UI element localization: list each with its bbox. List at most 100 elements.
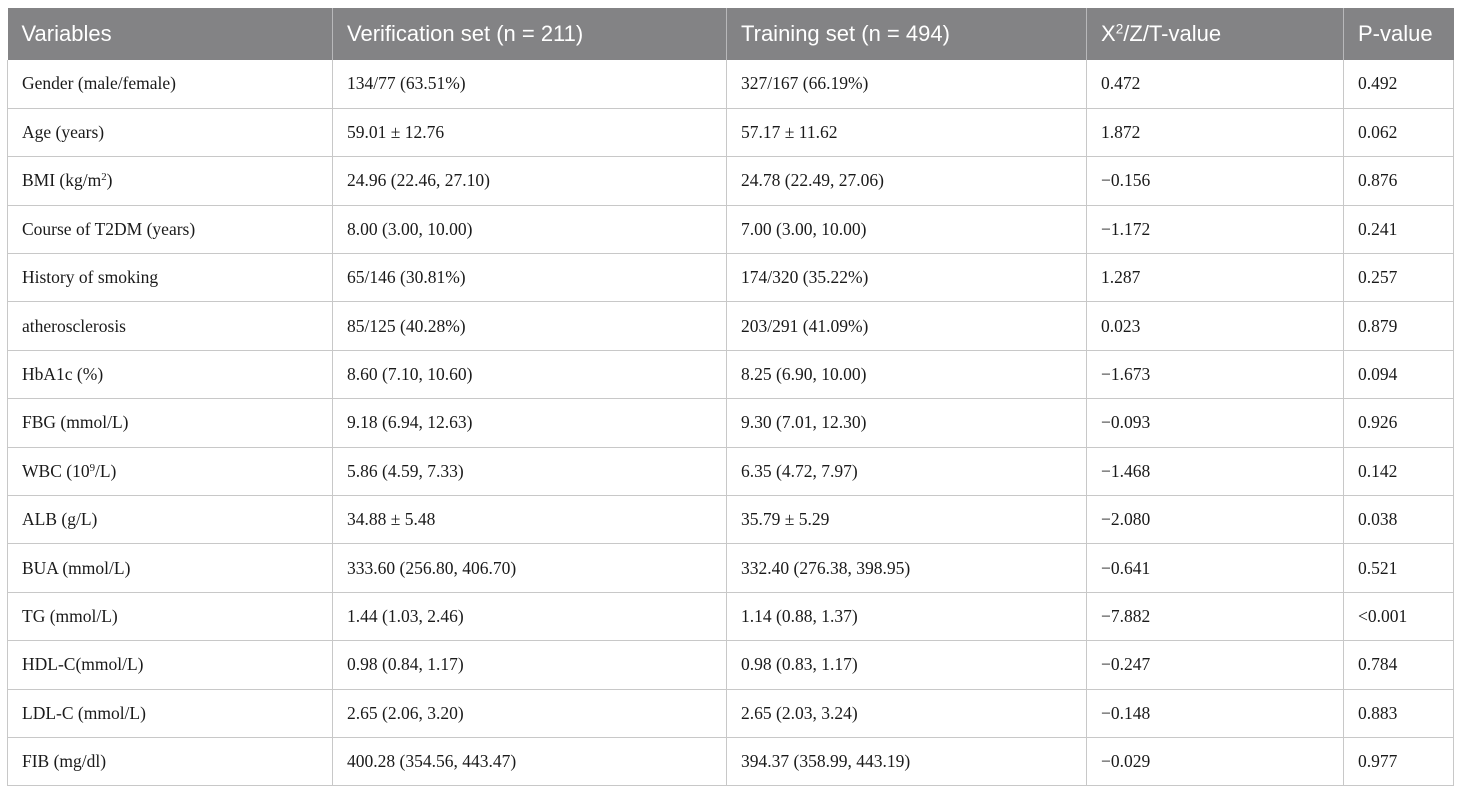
cell-variable: BUA (mmol/L) — [7, 543, 333, 593]
cell-p-value: 0.784 — [1343, 640, 1454, 690]
cell-training: 332.40 (276.38, 398.95) — [726, 543, 1087, 593]
cell-statistic: 0.472 — [1086, 60, 1344, 109]
table-row: Gender (male/female) 134/77 (63.51%) 327… — [7, 60, 1454, 109]
header-stat-superscript: 2 — [1115, 21, 1124, 37]
header-stat-rest: /Z/T-value — [1123, 21, 1222, 46]
cell-variable: HbA1c (%) — [7, 350, 333, 400]
cell-variable: History of smoking — [7, 253, 333, 303]
table-row: LDL-C (mmol/L) 2.65 (2.06, 3.20) 2.65 (2… — [7, 689, 1454, 738]
cell-statistic: 0.023 — [1086, 301, 1344, 351]
cell-training: 394.37 (358.99, 443.19) — [726, 737, 1087, 787]
cell-variable: BMI (kg/m2) — [7, 156, 333, 206]
header-training-set: Training set (n = 494) — [726, 8, 1087, 60]
cell-training: 9.30 (7.01, 12.30) — [726, 398, 1087, 448]
cell-variable: ALB (g/L) — [7, 495, 333, 545]
cell-verification: 8.60 (7.10, 10.60) — [332, 350, 727, 400]
cell-variable: TG (mmol/L) — [7, 592, 333, 642]
cell-variable: Course of T2DM (years) — [7, 205, 333, 255]
cell-verification: 0.98 (0.84, 1.17) — [332, 640, 727, 690]
cell-verification: 2.65 (2.06, 3.20) — [332, 689, 727, 738]
cell-variable: HDL-C(mmol/L) — [7, 640, 333, 690]
cell-statistic: −0.029 — [1086, 737, 1344, 787]
cell-variable-text: BMI (kg/m — [22, 170, 102, 191]
cell-statistic: −0.247 — [1086, 640, 1344, 690]
header-test-statistic: X2/Z/T-value — [1086, 8, 1344, 60]
cell-verification: 8.00 (3.00, 10.00) — [332, 205, 727, 255]
table-row: ALB (g/L) 34.88 ± 5.48 35.79 ± 5.29 −2.0… — [7, 495, 1454, 545]
table-row: BUA (mmol/L) 333.60 (256.80, 406.70) 332… — [7, 543, 1454, 593]
cell-variable: LDL-C (mmol/L) — [7, 689, 333, 738]
table-container: Variables Verification set (n = 211) Tra… — [7, 8, 1454, 787]
cell-variable-text-end: ) — [106, 170, 113, 191]
cell-training: 2.65 (2.03, 3.24) — [726, 689, 1087, 738]
cell-variable-superscript: 9 — [89, 461, 95, 474]
cell-variable-text-end: /L) — [95, 460, 117, 481]
cell-verification: 134/77 (63.51%) — [332, 60, 727, 109]
cell-p-value: 0.142 — [1343, 447, 1454, 497]
cell-training: 8.25 (6.90, 10.00) — [726, 350, 1087, 400]
cell-training: 6.35 (4.72, 7.97) — [726, 447, 1087, 497]
cell-p-value: 0.521 — [1343, 543, 1454, 593]
cell-training: 24.78 (22.49, 27.06) — [726, 156, 1087, 206]
cell-training: 203/291 (41.09%) — [726, 301, 1087, 351]
cell-p-value: 0.492 — [1343, 60, 1454, 109]
cell-variable: Age (years) — [7, 108, 333, 158]
comparison-table: Variables Verification set (n = 211) Tra… — [7, 8, 1454, 787]
cell-verification: 65/146 (30.81%) — [332, 253, 727, 303]
cell-verification: 1.44 (1.03, 2.46) — [332, 592, 727, 642]
table-row: WBC (109/L) 5.86 (4.59, 7.33) 6.35 (4.72… — [7, 447, 1454, 497]
table-row: HbA1c (%) 8.60 (7.10, 10.60) 8.25 (6.90,… — [7, 350, 1454, 400]
cell-statistic: −0.156 — [1086, 156, 1344, 206]
cell-p-value: 0.926 — [1343, 398, 1454, 448]
table-row: Course of T2DM (years) 8.00 (3.00, 10.00… — [7, 205, 1454, 255]
cell-variable: atherosclerosis — [7, 301, 333, 351]
header-variables: Variables — [21, 21, 112, 46]
cell-variable-superscript: 2 — [101, 171, 107, 184]
table-row: atherosclerosis 85/125 (40.28%) 203/291 … — [7, 301, 1454, 351]
cell-p-value: 0.883 — [1343, 689, 1454, 738]
cell-statistic: −7.882 — [1086, 592, 1344, 642]
cell-verification: 9.18 (6.94, 12.63) — [332, 398, 727, 448]
cell-statistic: −1.673 — [1086, 350, 1344, 400]
cell-statistic: −0.641 — [1086, 543, 1344, 593]
cell-p-value: 0.876 — [1343, 156, 1454, 206]
cell-training: 7.00 (3.00, 10.00) — [726, 205, 1087, 255]
cell-training: 174/320 (35.22%) — [726, 253, 1087, 303]
cell-p-value: 0.241 — [1343, 205, 1454, 255]
cell-statistic: 1.287 — [1086, 253, 1344, 303]
cell-p-value: 0.257 — [1343, 253, 1454, 303]
table-row: FIB (mg/dl) 400.28 (354.56, 443.47) 394.… — [7, 737, 1454, 787]
cell-verification: 34.88 ± 5.48 — [332, 495, 727, 545]
table-header-row: Variables Verification set (n = 211) Tra… — [7, 8, 1454, 60]
cell-verification: 5.86 (4.59, 7.33) — [332, 447, 727, 497]
cell-training: 35.79 ± 5.29 — [726, 495, 1087, 545]
cell-verification: 333.60 (256.80, 406.70) — [332, 543, 727, 593]
table-row: Age (years) 59.01 ± 12.76 57.17 ± 11.62 … — [7, 108, 1454, 158]
table-row: HDL-C(mmol/L) 0.98 (0.84, 1.17) 0.98 (0.… — [7, 640, 1454, 690]
cell-verification: 24.96 (22.46, 27.10) — [332, 156, 727, 206]
cell-p-value: 0.038 — [1343, 495, 1454, 545]
cell-variable: Gender (male/female) — [7, 60, 333, 109]
cell-p-value: <0.001 — [1343, 592, 1454, 642]
header-p-value: P-value — [1343, 8, 1454, 60]
cell-variable: FBG (mmol/L) — [7, 398, 333, 448]
table-row: TG (mmol/L) 1.44 (1.03, 2.46) 1.14 (0.88… — [7, 592, 1454, 642]
cell-training: 0.98 (0.83, 1.17) — [726, 640, 1087, 690]
cell-statistic: −0.148 — [1086, 689, 1344, 738]
cell-p-value: 0.094 — [1343, 350, 1454, 400]
cell-variable: FIB (mg/dl) — [7, 737, 333, 787]
cell-training: 1.14 (0.88, 1.37) — [726, 592, 1087, 642]
cell-statistic: −0.093 — [1086, 398, 1344, 448]
cell-statistic: 1.872 — [1086, 108, 1344, 158]
cell-verification: 59.01 ± 12.76 — [332, 108, 727, 158]
cell-training: 57.17 ± 11.62 — [726, 108, 1087, 158]
table-row: FBG (mmol/L) 9.18 (6.94, 12.63) 9.30 (7.… — [7, 398, 1454, 448]
header-verification-set: Verification set (n = 211) — [332, 8, 727, 60]
cell-statistic: −2.080 — [1086, 495, 1344, 545]
cell-p-value: 0.062 — [1343, 108, 1454, 158]
cell-variable-text: WBC (10 — [22, 460, 90, 481]
cell-verification: 400.28 (354.56, 443.47) — [332, 737, 727, 787]
table-row: History of smoking 65/146 (30.81%) 174/3… — [7, 253, 1454, 303]
cell-statistic: −1.172 — [1086, 205, 1344, 255]
header-stat-x: X — [1101, 21, 1116, 46]
